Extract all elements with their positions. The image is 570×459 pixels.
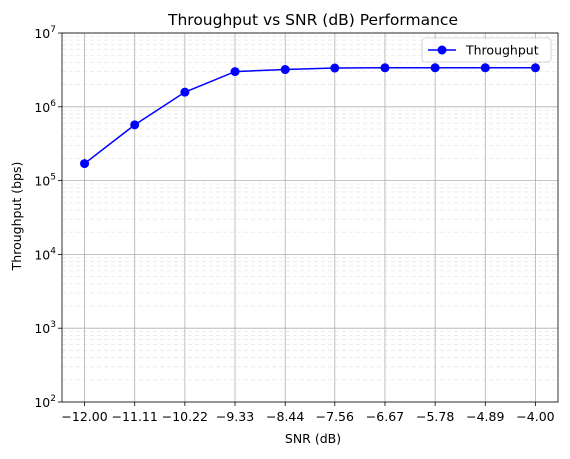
y-tick-label: 105 [34,173,56,189]
x-tick-label: −9.33 [216,409,254,424]
legend-box [421,37,552,63]
x-tick-label: −11.11 [112,409,158,424]
data-point [80,159,90,169]
data-point [480,63,490,73]
x-tick-label: −8.44 [266,409,304,424]
series-line-throughput [84,67,536,165]
x-tick-label: −7.56 [316,409,354,424]
legend: Throughput [421,37,552,63]
x-tick-label: −6.67 [366,409,404,424]
y-tick-label: 104 [34,246,56,262]
x-tick-label: −12.00 [61,409,107,424]
chart-title: Throughput vs SNR (dB) Performance [167,11,458,29]
data-point [330,63,340,73]
x-tick-label: −4.89 [466,409,504,424]
data-point [430,63,440,73]
plot-frame [61,32,559,403]
data-point [380,63,390,73]
legend-label: Throughput [465,43,539,58]
series-layer [80,63,540,169]
data-point [230,67,240,77]
data-point [530,63,540,73]
y-tick-label: 103 [34,320,56,336]
data-point [180,87,190,97]
data-point [130,120,140,130]
y-tick-label: 102 [34,394,56,410]
y-axis-label: Throughput (bps) [9,162,24,272]
x-tick-label: −10.22 [162,409,208,424]
data-point [280,65,290,75]
y-tick-label: 107 [34,25,56,41]
legend-marker [437,45,447,55]
x-tick-label: −4.00 [516,409,554,424]
axes: 102 103 104 105 106 107 −12.00 −11.11 −10.22 −9.3… [34,25,559,424]
y-tick-label: 106 [34,99,56,115]
x-tick-label: −5.78 [416,409,454,424]
x-axis-label: SNR (dB) [285,431,341,446]
